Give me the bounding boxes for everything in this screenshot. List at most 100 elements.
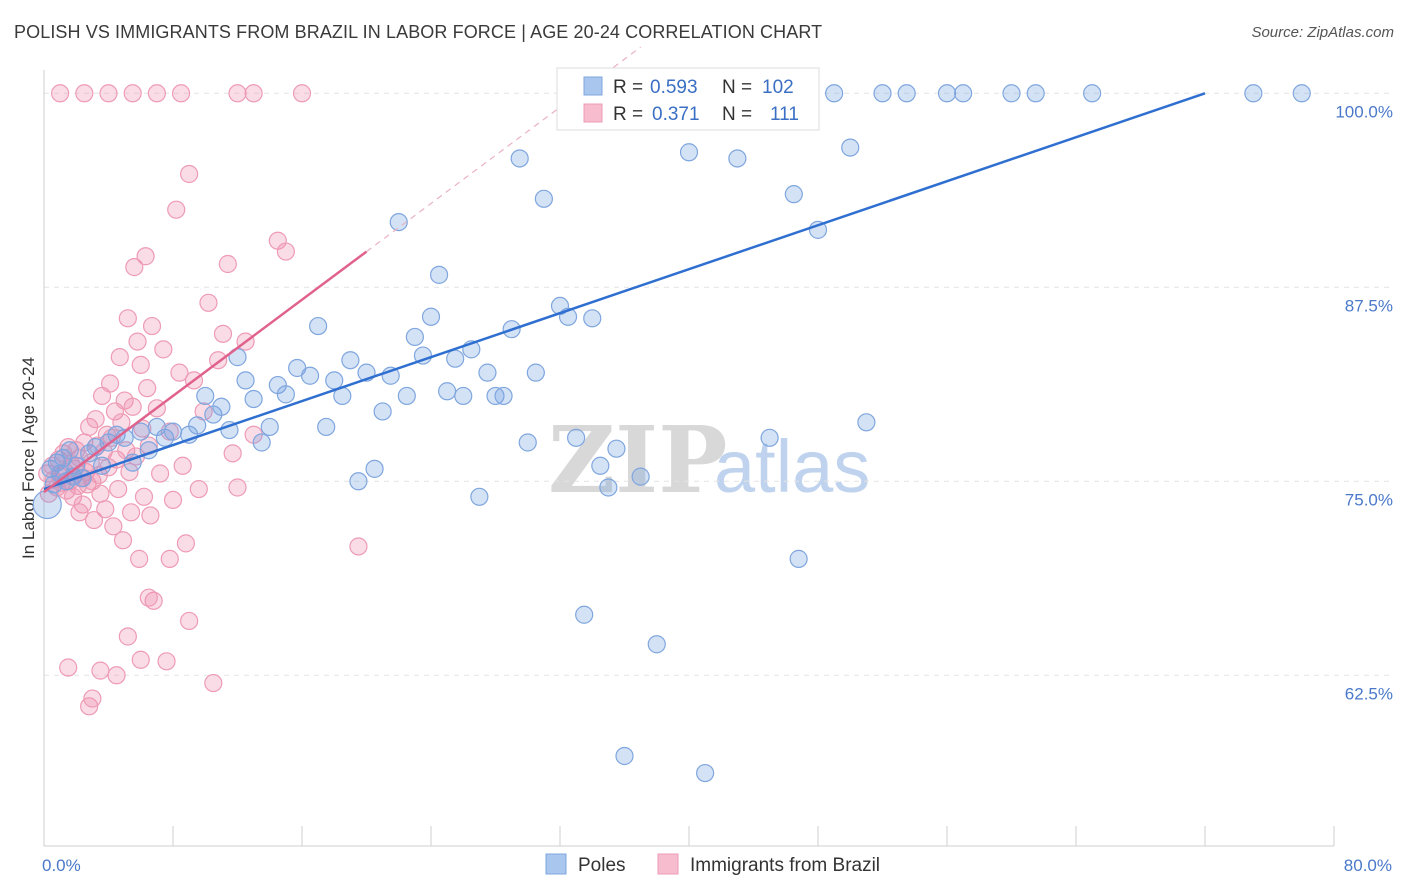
poles-point [478,363,497,382]
legend-r-value-poles: 0.593 [650,77,698,98]
brazil-point [154,340,173,359]
poles-point [760,428,779,447]
poles-point [897,84,916,103]
poles-trend-line [43,92,1206,491]
brazil-point [63,487,83,506]
brazil-point [51,84,70,103]
brazil-point [101,374,120,393]
poles-point [260,417,279,437]
x-ticks [43,826,1335,846]
poles-point [583,309,602,328]
poles-point [470,487,489,506]
brazil-point [70,503,89,522]
poles-point [631,467,650,486]
legend-r-label-brazil: R = [613,104,643,125]
poles-point [789,549,808,568]
poles-point [696,763,715,783]
poles-point [397,386,416,406]
legend-swatch-poles [583,76,603,96]
brazil-point [113,531,133,550]
legend-n-label-brazil: N = [722,104,752,125]
brazil-point [171,84,191,103]
y-tick-label: 100.0% [1335,102,1393,121]
brazil-point [131,355,150,374]
brazil-point [123,84,142,103]
poles-point [518,433,537,452]
poles-point [526,363,545,382]
brazil-point [107,666,126,685]
poles-point [728,149,747,168]
poles-point [325,371,344,390]
legend-n-value-brazil: 111 [770,104,799,125]
poles-point [212,397,231,416]
brazil-point [118,309,137,328]
brazil-point [349,537,368,556]
poles-point [373,402,392,421]
brazil-point [292,84,312,103]
brazil-point [75,84,94,103]
y-axis-label: In Labor Force | Age 20-24 [19,357,38,559]
poles-point [494,386,513,406]
brazil-point [134,487,154,506]
poles-point [679,143,699,162]
brazil-point [157,652,176,671]
bottom-legend-poles: Poles [578,855,626,876]
series-poles-points [32,84,1311,783]
poles-point [405,327,424,347]
legend-n-value-poles: 102 [762,77,794,98]
poles-point [591,456,610,475]
poles-point [510,149,529,168]
brazil-trend-extension [366,46,641,253]
brazil-point [125,258,144,277]
brazil-point [138,379,157,398]
y-tick-labels: 62.5% 75.0% 87.5% 100.0% [1335,102,1393,703]
brazil-point [189,479,208,499]
poles-point [841,138,860,157]
poles-point [236,371,255,390]
poles-point [438,382,457,401]
poles-point [607,439,626,458]
poles-point [389,212,408,232]
y-tick-label: 75.0% [1345,490,1393,509]
legend-r-value-brazil: 0.371 [652,104,700,125]
brazil-point [180,611,199,631]
poles-point [196,386,215,406]
brazil-point [131,650,150,669]
chart-title: POLISH VS IMMIGRANTS FROM BRAZIL IN LABO… [14,22,823,42]
poles-point [421,307,441,326]
brazil-point [147,84,166,103]
poles-point [1002,84,1021,103]
poles-point [349,472,368,491]
brazil-point [91,661,110,680]
poles-point [937,84,957,103]
x-tick-label-max: 80.0% [1344,856,1392,875]
brazil-point [128,332,147,351]
brazil-point [130,549,149,568]
watermark-zip: ZIP [548,406,727,514]
poles-point [647,635,666,654]
brazil-point [96,500,115,519]
brazil-point [151,464,170,483]
legend-r-label-poles: R = [613,77,643,98]
poles-point [954,84,973,103]
brazil-point [163,490,183,510]
poles-point [276,385,295,404]
brazil-point [91,484,110,503]
brazil-point [213,324,233,343]
poles-point [309,316,328,336]
poles-point [244,389,263,409]
brazil-point [139,588,158,607]
poles-point [454,386,473,406]
poles-point [341,351,360,370]
poles-point [252,433,271,452]
brazil-point [228,478,247,497]
brazil-point [141,506,160,525]
poles-point [413,346,433,365]
poles-point [317,417,336,437]
bottom-legend-brazil: Immigrants from Brazil [690,855,880,876]
brazil-point [223,444,242,463]
x-tick-label-min: 0.0% [42,856,81,875]
watermark-atlas: atlas [714,425,870,508]
brazil-point [170,363,189,382]
brazil-point [123,397,142,416]
